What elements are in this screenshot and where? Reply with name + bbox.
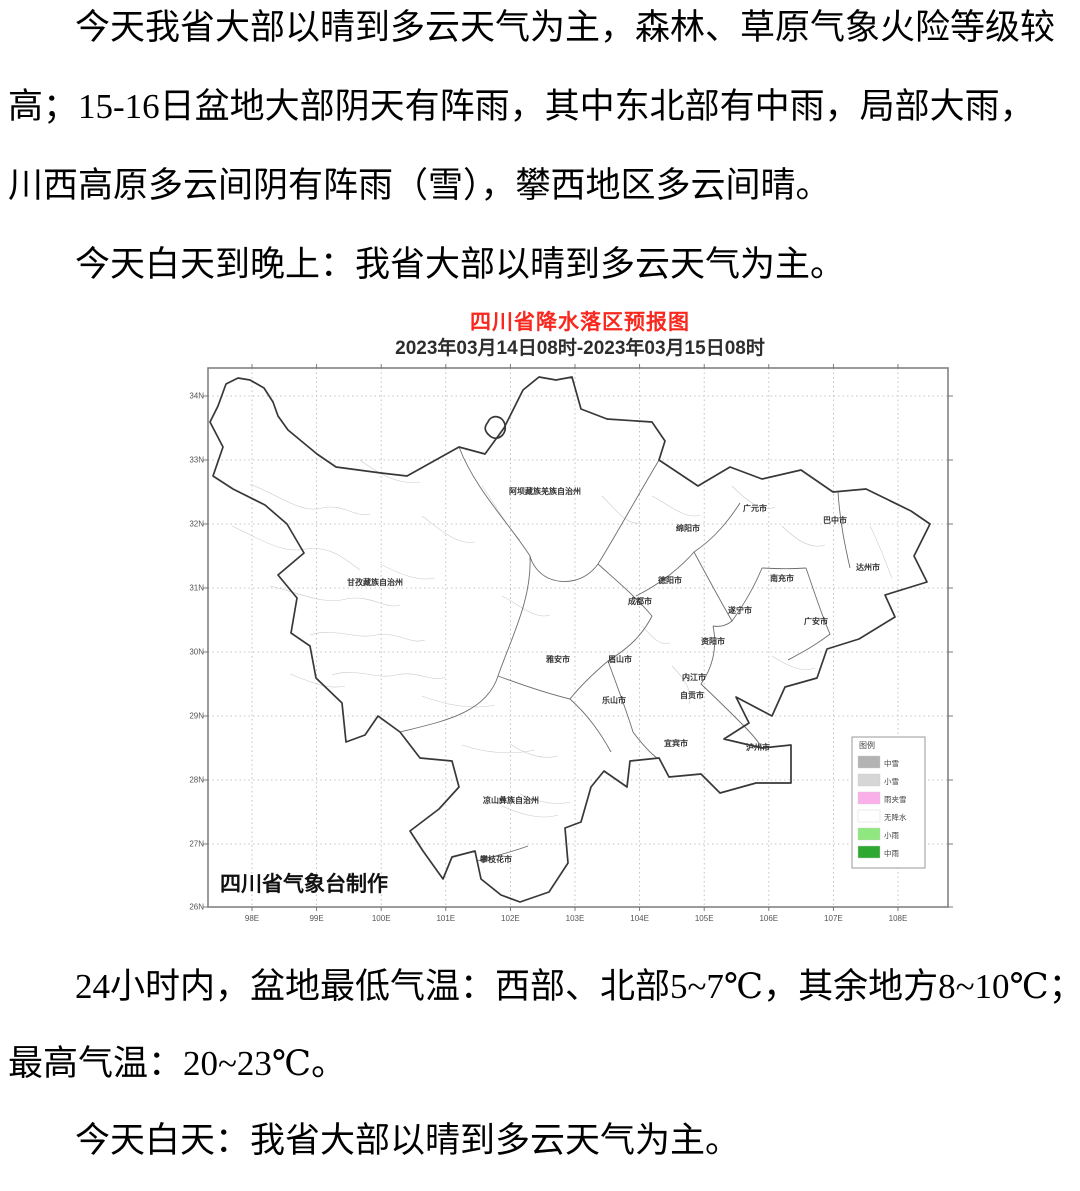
lon-axis-label: 101E [436, 914, 455, 923]
map-city-label: 广安市 [804, 616, 828, 626]
axis-labels: 98E 99E 100E 101E 102E 103E 104E 105E 106E 107E 10… [189, 392, 907, 924]
lon-axis-label: 105E [695, 914, 714, 923]
lat-axis-label: 32N [189, 520, 204, 529]
map-city-label: 南充市 [770, 573, 794, 583]
legend-item-label: 无降水 [884, 812, 907, 822]
map-city-label: 泸州市 [746, 742, 770, 752]
map-credit: 四川省气象台制作 [220, 872, 388, 896]
map-frame [207, 367, 949, 908]
map-city-label: 宜宾市 [664, 738, 688, 748]
paragraph-line: 川西高原多云间阴有阵雨（雪），攀西地区多云间晴。 [8, 166, 831, 205]
lon-axis-label: 104E [630, 914, 649, 923]
map-city-label: 眉山市 [608, 654, 632, 664]
lat-axis-label: 30N [189, 648, 204, 657]
lat-axis-label: 31N [189, 584, 204, 593]
map-city-label: 广元市 [743, 503, 767, 513]
lat-axis-label: 29N [189, 712, 204, 721]
lat-axis-label: 26N [189, 903, 204, 912]
map-city-label: 绵阳市 [675, 523, 700, 533]
lon-axis-label: 107E [824, 914, 843, 923]
map-city-label: 遂宁市 [728, 605, 752, 615]
map-city-label: 阿坝藏族羌族自治州 [509, 486, 581, 496]
legend-swatch [857, 809, 881, 823]
paragraph-line: 今天我省大部以晴到多云天气为主，森林、草原气象火险等级较 [75, 8, 1056, 47]
map-city-label: 凉山彝族自治州 [483, 795, 539, 805]
paragraph-line: 最高气温：20~23℃。 [8, 1044, 347, 1083]
legend-swatch [857, 845, 881, 859]
legend-swatch [857, 773, 881, 787]
map-city-label: 雅安市 [546, 654, 570, 664]
lon-axis-label: 99E [309, 914, 323, 923]
legend-item-label: 小雨 [884, 831, 899, 840]
legend-item-label: 小雪 [884, 777, 899, 786]
precipitation-map: 98E 99E 100E 101E 102E 103E 104E 105E 106E 107E 10… [189, 364, 953, 924]
map-city-label: 甘孜藏族自治州 [347, 577, 403, 587]
map-city-label: 资阳市 [701, 636, 725, 646]
legend-swatch [857, 827, 881, 841]
map-city-label: 攀枝花市 [479, 854, 512, 864]
lat-axis-label: 34N [189, 392, 204, 401]
province-outline [209, 376, 931, 903]
paragraph-line: 24小时内，盆地最低气温：西部、北部5~7℃，其余地方8~10℃； [75, 967, 1080, 1006]
lat-axis-label: 33N [189, 456, 204, 465]
county-boundaries [231, 459, 893, 818]
forecast-paragraph-today: 今天白天到晚上：我省大部以晴到多云天气为主。 [75, 245, 846, 284]
legend-title: 图例 [859, 740, 875, 750]
enclave-outline [484, 415, 507, 440]
map-title: 四川省降水落区预报图 [470, 311, 690, 334]
map-city-label: 成都市 [628, 596, 652, 606]
lon-axis-label: 106E [759, 914, 778, 923]
lon-axis-label: 100E [372, 914, 391, 923]
map-city-label: 内江市 [682, 672, 706, 682]
map-city-label: 巴中市 [823, 515, 847, 525]
legend-swatch [857, 755, 881, 769]
forecast-text-block-top: 今天我省大部以晴到多云天气为主，森林、草原气象火险等级较 高；15-16日盆地大… [8, 0, 1074, 304]
legend-swatch [857, 791, 881, 805]
legend-item-label: 中雨 [884, 848, 899, 858]
map-city-label: 达州市 [856, 562, 880, 572]
map-city-label: 自贡市 [680, 690, 704, 700]
lon-axis-label: 102E [501, 914, 520, 923]
paragraph-line: 高；15-16日盆地大部阴天有阵雨，其中东北部有中雨，局部大雨， [8, 87, 1035, 126]
legend-item-label: 中雪 [884, 758, 899, 768]
lon-axis-label: 108E [889, 914, 908, 923]
lon-axis-label: 103E [566, 914, 585, 923]
map-city-label: 德阳市 [658, 575, 682, 585]
forecast-text-block-bottom: 24小时内，盆地最低气温：西部、北部5~7℃，其余地方8~10℃； 最高气温：2… [8, 948, 1080, 1179]
forecast-paragraph-daytime: 今天白天：我省大部以晴到多云天气为主。 [75, 1121, 741, 1160]
legend-item-label: 雨夹雪 [884, 794, 907, 804]
axis-ticks [203, 364, 953, 911]
lat-axis-label: 28N [189, 776, 204, 785]
map-period: 2023年03月14日08时-2023年03月15日08时 [395, 338, 765, 359]
map-gridlines [208, 368, 948, 907]
prefecture-boundaries [399, 446, 851, 862]
map-city-label: 乐山市 [602, 695, 626, 705]
lon-axis-label: 98E [245, 914, 259, 923]
lat-axis-label: 27N [189, 840, 204, 849]
